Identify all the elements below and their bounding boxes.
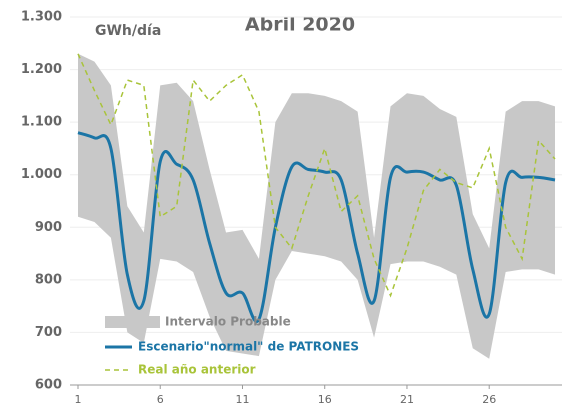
y-tick-label: 800 bbox=[35, 272, 62, 287]
x-tick-label: 26 bbox=[482, 393, 496, 406]
series-line bbox=[77, 53, 556, 298]
x-tick-label: 11 bbox=[235, 393, 249, 406]
legend-label: Escenario"normal" de PATRONES bbox=[138, 340, 359, 354]
chart-title: Abril 2020 bbox=[245, 14, 355, 36]
y-tick-label: 1.200 bbox=[21, 62, 62, 77]
legend-label: Real año anterior bbox=[138, 363, 256, 377]
band-area bbox=[78, 53, 555, 359]
y-tick-label: 600 bbox=[35, 378, 62, 393]
y-axis-label: GWh/día bbox=[95, 23, 161, 39]
y-tick-label: 900 bbox=[35, 220, 62, 235]
x-tick-label: 16 bbox=[318, 393, 332, 406]
x-tick-label: 1 bbox=[75, 393, 82, 406]
x-tick-label: 6 bbox=[157, 393, 164, 406]
y-tick-label: 1.300 bbox=[21, 10, 62, 25]
legend-label: Intervalo Probable bbox=[165, 315, 291, 329]
y-tick-label: 1.100 bbox=[21, 115, 62, 130]
legend-swatch bbox=[105, 316, 160, 328]
y-tick-label: 700 bbox=[35, 325, 62, 340]
y-tick-label: 1.000 bbox=[21, 167, 62, 182]
x-tick-label: 21 bbox=[400, 393, 414, 406]
